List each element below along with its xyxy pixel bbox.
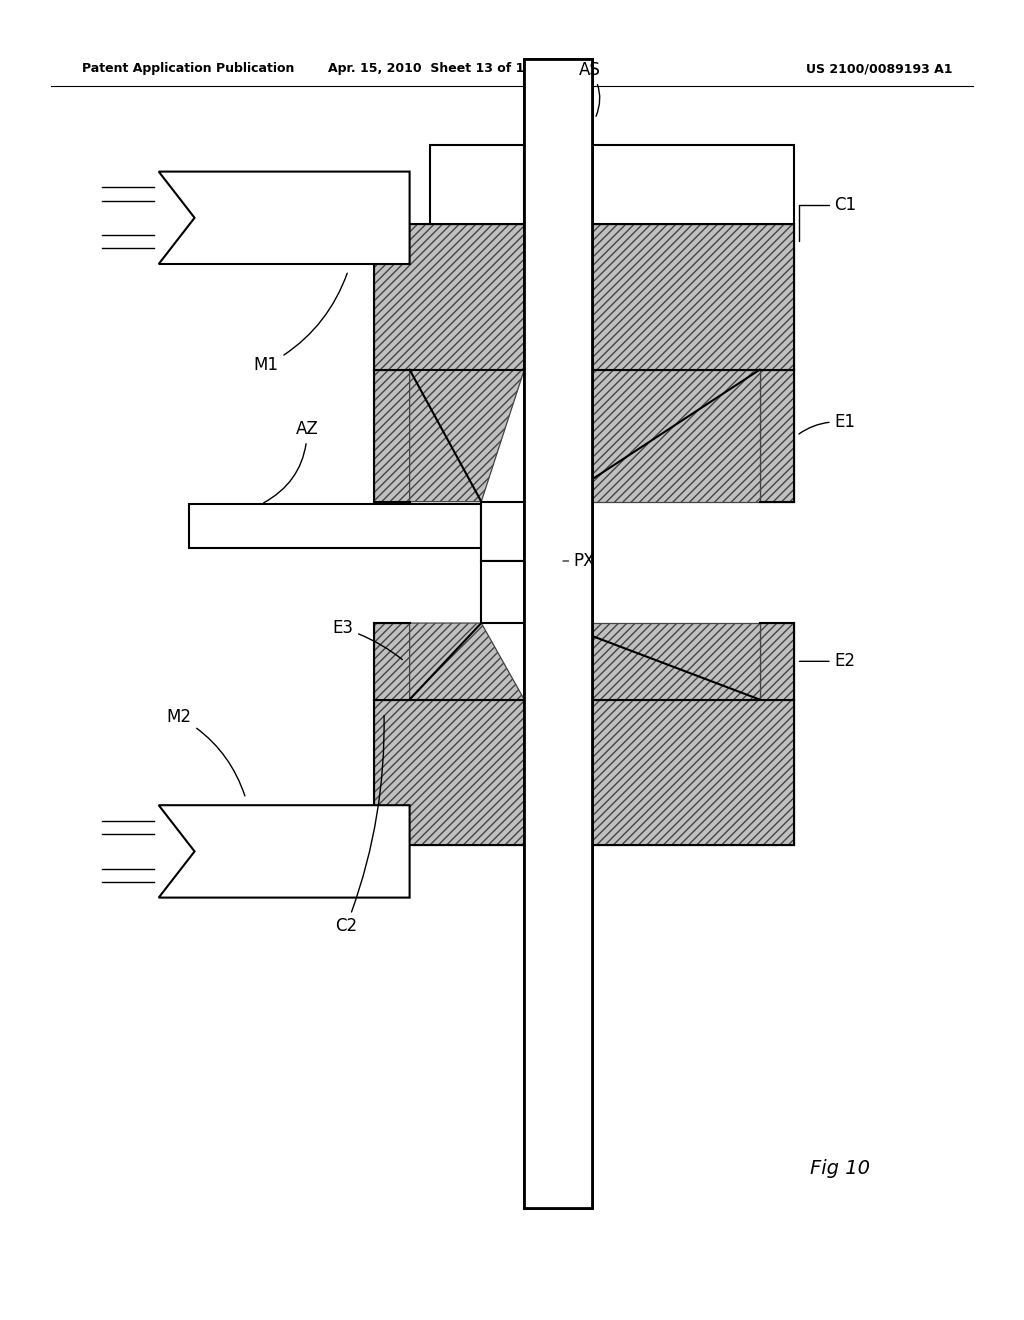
Polygon shape: [159, 805, 410, 898]
Polygon shape: [592, 224, 794, 370]
Bar: [430, 145, 524, 224]
Text: E3: E3: [332, 619, 402, 660]
Polygon shape: [374, 700, 524, 845]
Polygon shape: [760, 370, 794, 502]
Text: E2: E2: [800, 652, 856, 671]
Polygon shape: [760, 623, 794, 700]
Polygon shape: [374, 370, 410, 502]
Bar: [524, 59, 592, 1208]
Text: C1: C1: [799, 195, 857, 242]
Text: M1: M1: [254, 273, 347, 375]
Text: C2: C2: [335, 715, 384, 936]
Bar: [481, 561, 558, 623]
Polygon shape: [410, 370, 524, 502]
Text: PX: PX: [573, 552, 595, 570]
Polygon shape: [410, 623, 524, 700]
Text: AZ: AZ: [263, 420, 318, 503]
Polygon shape: [159, 172, 410, 264]
Text: US 2100/0089193 A1: US 2100/0089193 A1: [806, 62, 952, 75]
Text: E1: E1: [799, 413, 856, 434]
Polygon shape: [592, 700, 794, 845]
Polygon shape: [558, 623, 760, 700]
Text: M2: M2: [167, 708, 245, 796]
Text: AS: AS: [579, 61, 600, 116]
Text: Fig 10: Fig 10: [810, 1159, 870, 1177]
Bar: [189, 504, 481, 548]
Polygon shape: [374, 623, 410, 700]
Bar: [481, 502, 558, 561]
Polygon shape: [558, 370, 760, 502]
Text: Apr. 15, 2010  Sheet 13 of 15: Apr. 15, 2010 Sheet 13 of 15: [328, 62, 532, 75]
Text: Patent Application Publication: Patent Application Publication: [82, 62, 294, 75]
Bar: [592, 145, 794, 224]
Polygon shape: [374, 224, 524, 370]
Bar: [524, 59, 592, 1208]
